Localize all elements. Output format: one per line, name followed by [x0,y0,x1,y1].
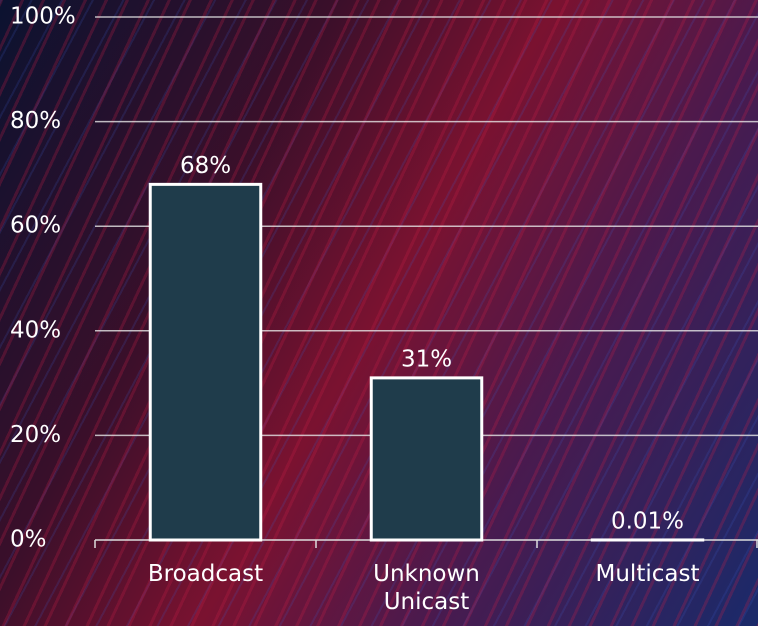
value-label: 0.01% [611,508,684,534]
value-label: 68% [180,153,231,179]
y-tick-label: 80% [10,108,61,134]
y-tick-label: 0% [10,527,47,553]
y-tick-label: 60% [10,213,61,239]
y-tick-label: 100% [10,4,76,30]
x-tick-label: Broadcast [147,561,264,587]
y-tick-label: 20% [10,422,61,448]
x-tick-label: Unknown Unicast [373,561,480,615]
bar [369,376,484,542]
value-label: 31% [401,346,452,372]
x-tick-label: Multicast [595,561,700,587]
bar [148,182,263,542]
y-tick-label: 40% [10,317,61,343]
